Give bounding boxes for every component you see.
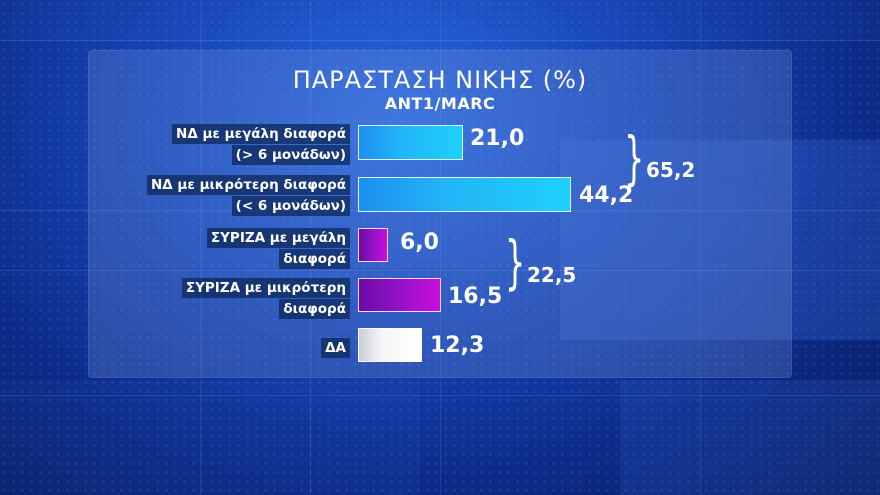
bar-value-nd-large: 21,0 xyxy=(470,126,525,151)
bar-value-syriza-large: 6,0 xyxy=(400,230,439,255)
bar-label-syriza-small: ΣΥΡΙΖΑ με μικρότερη διαφορά xyxy=(181,278,350,320)
bar-syriza-large xyxy=(358,228,388,262)
background-block xyxy=(620,380,880,495)
group-total-syriza: 22,5 xyxy=(527,263,577,287)
group-brace-nd: } xyxy=(624,124,645,192)
bar-value-nd-small: 44,2 xyxy=(579,183,634,208)
background-line xyxy=(200,0,201,495)
label-line: ΝΔ με μικρότερη διαφορά xyxy=(146,175,350,195)
background-block xyxy=(560,140,880,340)
background-block xyxy=(0,380,420,495)
chart-title: ΠΑΡΑΣΤΑΣΗ ΝΙΚΗΣ (%) xyxy=(292,66,588,94)
chart-panel xyxy=(88,50,792,378)
bar-syriza-small xyxy=(358,278,441,312)
bar-label-nd-small: ΝΔ με μικρότερη διαφορά (< 6 μονάδων) xyxy=(146,175,350,217)
label-line: (< 6 μονάδων) xyxy=(231,196,350,216)
background-line xyxy=(0,270,880,271)
label-line: διαφορά xyxy=(279,249,350,269)
background-line xyxy=(0,40,880,41)
bar-value-da: 12,3 xyxy=(430,333,485,358)
bar-nd-large xyxy=(358,125,463,160)
label-line: ΣΥΡΙΖΑ με μεγάλη xyxy=(206,228,350,248)
background-line xyxy=(440,0,441,495)
bar-label-da: ΔΑ xyxy=(321,338,350,359)
label-line: (> 6 μονάδων) xyxy=(231,145,350,165)
background-line xyxy=(700,0,701,495)
bar-value-syriza-small: 16,5 xyxy=(448,284,503,309)
background-line xyxy=(0,395,880,396)
label-line: ΣΥΡΙΖΑ με μικρότερη xyxy=(181,278,350,298)
bar-nd-small xyxy=(358,177,571,212)
bar-label-syriza-large: ΣΥΡΙΖΑ με μεγάλη διαφορά xyxy=(206,228,350,270)
group-brace-syriza: } xyxy=(505,228,526,296)
label-line: ΝΔ με μεγάλη διαφορά xyxy=(172,124,350,144)
bar-da xyxy=(358,328,422,362)
bar-label-nd-large: ΝΔ με μεγάλη διαφορά (> 6 μονάδων) xyxy=(172,124,350,166)
chart-subtitle: ANT1/MARC xyxy=(384,94,496,113)
label-line: ΔΑ xyxy=(321,338,350,358)
background-block xyxy=(0,0,880,40)
label-line: διαφορά xyxy=(279,299,350,319)
group-total-nd: 65,2 xyxy=(646,158,696,182)
